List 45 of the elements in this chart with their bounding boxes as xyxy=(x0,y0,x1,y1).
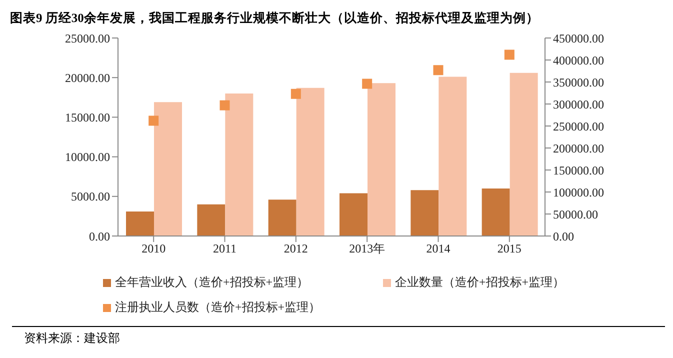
legend-label: 注册执业人员数（造价+招投标+监理） xyxy=(115,299,321,316)
y2-tick-label: 50000.00 xyxy=(553,207,598,222)
x-tick-label: 2013年 xyxy=(349,242,386,256)
bar xyxy=(510,72,538,236)
y-tick-label: 25000.00 xyxy=(65,31,110,46)
point xyxy=(220,100,230,110)
point xyxy=(148,116,159,126)
bar xyxy=(296,88,324,236)
bar xyxy=(438,76,467,236)
x-tick-label: 2011 xyxy=(212,242,237,256)
y2-tick-label: 250000.00 xyxy=(553,119,604,134)
text: 资料来源：建设部 xyxy=(24,331,120,345)
legend-label: 全年营业收入（造价+招投标+监理） xyxy=(115,274,309,291)
bar xyxy=(410,190,439,236)
bar xyxy=(368,83,396,236)
y-tick-label: 15000.00 xyxy=(65,110,110,124)
bar xyxy=(225,93,254,236)
bar xyxy=(268,200,296,236)
bar xyxy=(340,193,368,236)
y2-tick-label: 350000.00 xyxy=(553,75,604,90)
y2-tick-label: 150000.00 xyxy=(553,163,604,178)
x-tick-label: 2014 xyxy=(426,242,450,256)
chart-title: 图表9 历经30余年发展，我国工程服务行业规模不断壮大（以造价、招投标代理及监理为例） xyxy=(9,10,540,27)
point xyxy=(290,88,301,99)
y2-tick-label: 200000.00 xyxy=(553,141,604,156)
y2-tick-label: 100000.00 xyxy=(553,185,604,200)
y2-tick-label: 400000.00 xyxy=(553,53,604,68)
bar xyxy=(197,204,226,236)
y2-tick-label: 450000.00 xyxy=(553,31,604,46)
point xyxy=(433,65,444,76)
point xyxy=(504,50,514,60)
y-tick-label: 5000.00 xyxy=(71,190,110,204)
x-tick-label: 2010 xyxy=(142,242,166,256)
bar xyxy=(154,102,182,236)
y2-tick-label: 0.00 xyxy=(553,229,574,244)
legend-label: 企业数量（造价+招投标+监理） xyxy=(395,274,565,291)
bar xyxy=(126,211,154,236)
bar xyxy=(482,188,510,236)
x-tick-label: 2015 xyxy=(497,242,522,256)
y2-tick-label: 300000.00 xyxy=(553,97,604,112)
x-tick-label: 2012 xyxy=(284,242,308,256)
y-tick-label: 10000.00 xyxy=(65,150,110,164)
y-tick-label: 20000.00 xyxy=(65,70,110,85)
point xyxy=(362,78,372,89)
y-tick-label: 0.00 xyxy=(89,229,110,244)
